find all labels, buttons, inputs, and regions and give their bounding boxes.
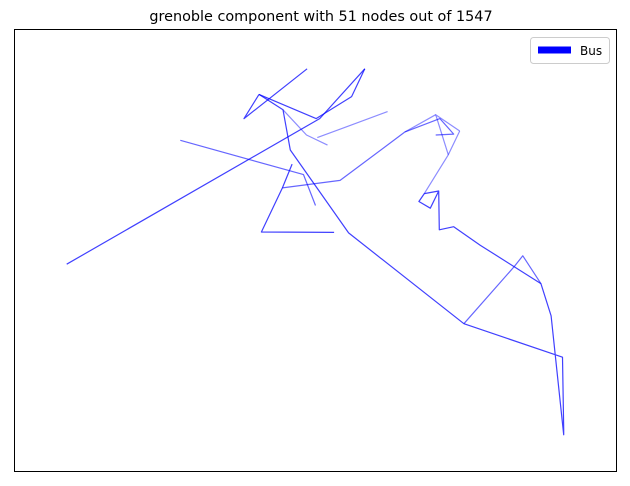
legend-swatch-bus bbox=[538, 46, 571, 54]
bus-edge-8 bbox=[423, 130, 461, 194]
legend-label-bus: Bus bbox=[580, 44, 602, 58]
bus-edge-1 bbox=[243, 68, 308, 120]
bus-edge-7 bbox=[180, 139, 317, 206]
chart-title: grenoble component with 51 nodes out of … bbox=[149, 9, 492, 25]
bus-edge-11 bbox=[404, 114, 436, 133]
bus-edge-0 bbox=[66, 68, 366, 265]
bus-edge-5 bbox=[463, 255, 542, 325]
bus-edge-2 bbox=[258, 93, 565, 436]
bus-edge-6 bbox=[282, 117, 455, 189]
edge-layer bbox=[66, 68, 565, 436]
bus-edge-10 bbox=[282, 109, 328, 146]
bus-edge-4 bbox=[260, 163, 335, 233]
legend: Bus bbox=[530, 37, 610, 64]
bus-edge-3 bbox=[258, 68, 366, 120]
bus-edge-9 bbox=[435, 114, 461, 155]
bus-edge-12 bbox=[317, 111, 388, 139]
plot-area-frame bbox=[14, 29, 617, 472]
